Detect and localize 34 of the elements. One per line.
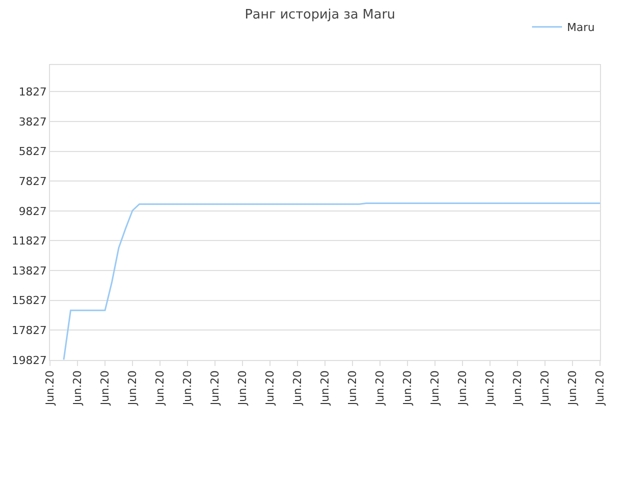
x-tick-label: Jun.20	[44, 370, 57, 406]
line-series	[63, 202, 600, 360]
x-tick-label: Jun.20	[374, 370, 387, 406]
y-tick-label: 13827	[12, 264, 47, 278]
x-tick-label: Jun.20	[511, 370, 524, 406]
x-tick-label: Jun.20	[346, 370, 360, 406]
x-tick-label: Jun.20	[594, 370, 607, 406]
x-tick-label: Jun.20	[181, 370, 194, 406]
x-tick-label: Jun.20	[456, 370, 470, 406]
chart-title: Ранг историја за Maru	[244, 8, 396, 23]
x-tick-label: Jun.20	[538, 370, 552, 406]
y-tick-label: 3827	[18, 115, 47, 128]
x-tick-label: Jun.20	[401, 370, 414, 406]
y-tick-label: 9827	[18, 204, 47, 218]
y-tick-label: 17827	[12, 324, 47, 338]
x-tick-label: Jun.20	[154, 370, 167, 406]
x-tick-label: Jun.20	[566, 370, 580, 406]
y-tick-label: 5827	[18, 145, 47, 158]
x-tick-label: Jun.20	[98, 370, 112, 406]
y-tick-label: 1827	[18, 85, 47, 98]
x-tick-label: Jun.20	[428, 370, 442, 406]
x-tick-label: Jun.20	[208, 370, 222, 406]
y-tick-label: 11827	[12, 234, 47, 248]
x-tick-label: Jun.20	[264, 370, 277, 406]
legend-label: Maru	[567, 21, 595, 34]
y-tick-label: 15827	[12, 294, 47, 308]
y-tick-label: 19827	[12, 354, 47, 367]
x-tick-label: Jun.20	[318, 370, 332, 406]
x-tick-label: Jun.20	[71, 370, 84, 406]
x-tick-label: Jun.20	[236, 370, 250, 406]
x-tick-label: Jun.20	[484, 370, 497, 406]
x-tick-label: Jun.20	[126, 370, 140, 406]
x-tick-label: Jun.20	[291, 370, 304, 406]
y-tick-label: 7827	[18, 174, 47, 188]
